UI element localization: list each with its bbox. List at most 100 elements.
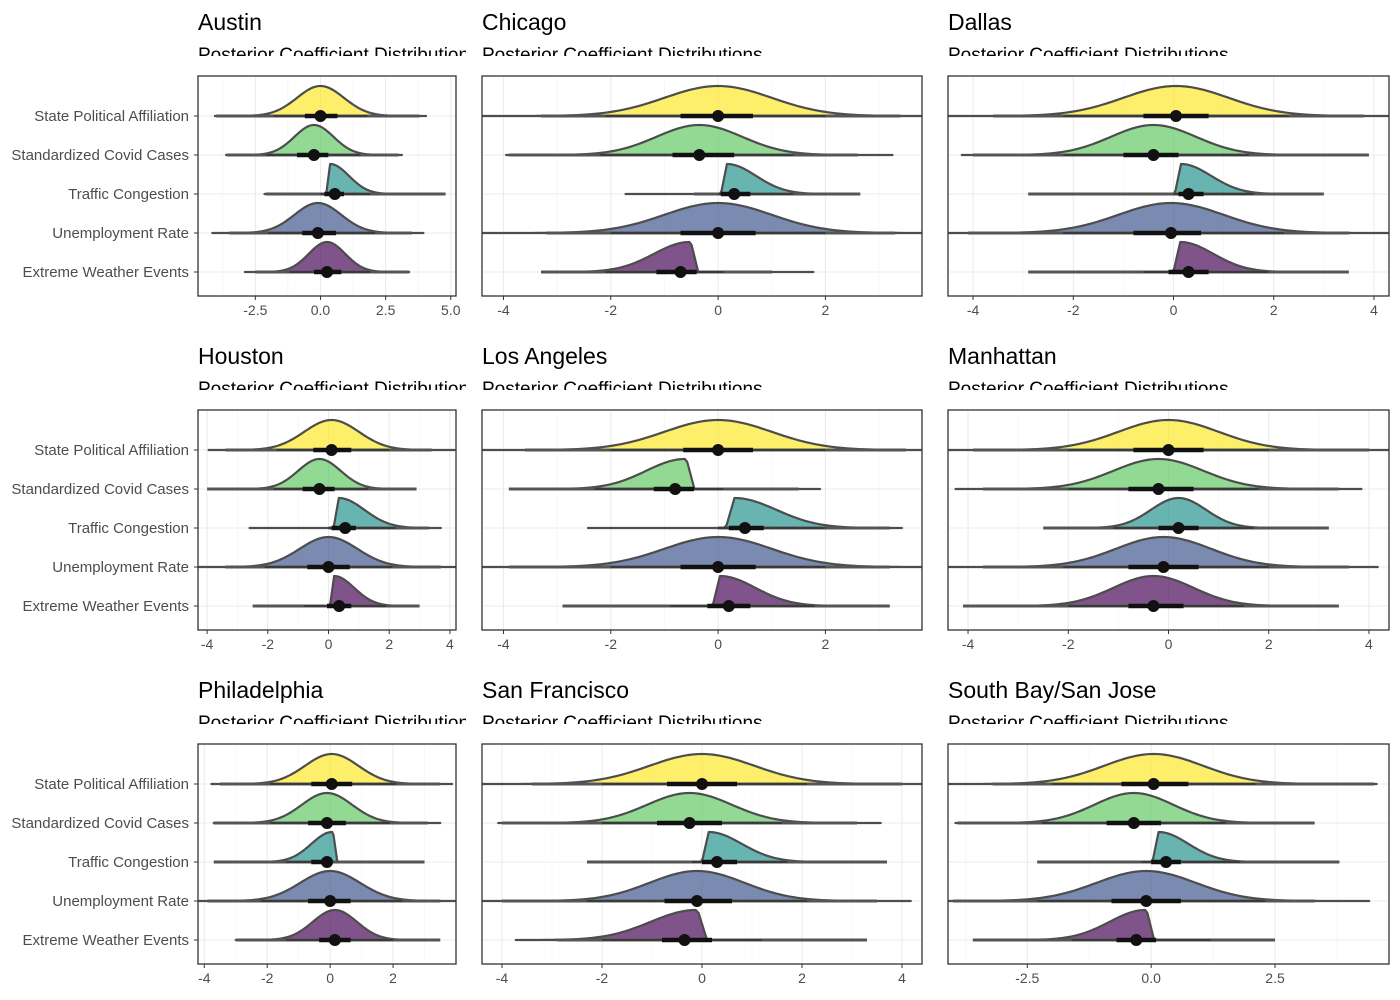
- x-tick-label: -2.5: [1015, 970, 1039, 986]
- y-tick-label: State Political Affiliation: [34, 776, 189, 793]
- x-tick-label: 2.5: [376, 302, 396, 318]
- x-tick-label: 2: [822, 636, 830, 652]
- x-tick-label: 4: [898, 970, 906, 986]
- series-standardized-covid-cases: [224, 123, 404, 161]
- panel-border: [197, 409, 457, 631]
- median-point: [693, 149, 706, 161]
- x-tick-label: -4: [497, 302, 510, 318]
- series-extreme-weather-events: [541, 240, 815, 278]
- series-unemployment-rate: [948, 869, 1371, 907]
- median-point: [678, 934, 691, 946]
- median-point: [712, 561, 725, 573]
- series-traffic-congestion: [1028, 162, 1324, 200]
- panel-title: Philadelphia: [198, 677, 324, 703]
- x-tick-label: 0: [326, 970, 334, 986]
- series-traffic-congestion: [1037, 830, 1340, 868]
- x-tick-label: -4: [962, 636, 975, 652]
- series-traffic-congestion: [1043, 496, 1329, 534]
- panel-subtitle: Posterior Coefficient Distributions: [948, 45, 1229, 66]
- median-point: [1162, 444, 1175, 456]
- x-tick-label: -2: [605, 302, 618, 318]
- x-tick-label: -4: [967, 302, 980, 318]
- median-point: [738, 522, 751, 534]
- x-tick-label: 2: [385, 636, 393, 652]
- x-tick-label: 5.0: [441, 302, 461, 318]
- x-tick-label: -2: [596, 970, 609, 986]
- series-state-political-affiliation: [948, 418, 1389, 456]
- median-point: [339, 522, 352, 534]
- panel-border: [947, 743, 1390, 965]
- series-unemployment-rate: [198, 535, 456, 573]
- median-point: [1160, 856, 1173, 868]
- panel-border: [481, 75, 923, 297]
- median-point: [328, 188, 341, 200]
- median-point: [1152, 483, 1165, 495]
- median-point: [313, 483, 326, 495]
- series-standardized-covid-cases: [954, 457, 1363, 495]
- x-tick-label: 2: [1270, 302, 1278, 318]
- x-tick-label: -2: [1062, 636, 1075, 652]
- series-traffic-congestion: [213, 830, 425, 868]
- median-point: [321, 817, 333, 829]
- x-tick-label: 0.0: [311, 302, 331, 318]
- panel-title: Manhattan: [948, 343, 1057, 369]
- y-tick-label: Unemployment Rate: [52, 225, 189, 242]
- x-tick-label: 2: [1265, 636, 1273, 652]
- series-unemployment-rate: [948, 201, 1389, 239]
- panel-los-angeles: Los Angeles Posterior Coefficient Distrib…: [481, 343, 923, 652]
- median-point: [1140, 895, 1153, 907]
- y-tick-label: Standardized Covid Cases: [11, 147, 189, 164]
- x-tick-label: -2: [262, 636, 275, 652]
- median-point: [1170, 110, 1183, 122]
- median-point: [1130, 934, 1143, 946]
- x-tick-label: 0: [1165, 636, 1173, 652]
- median-point: [712, 227, 725, 239]
- series-traffic-congestion: [587, 830, 887, 868]
- panel-subtitle: Posterior Coefficient Distributions: [198, 45, 479, 66]
- series-extreme-weather-events: [234, 908, 441, 946]
- median-point: [674, 266, 687, 278]
- x-tick-label: 2: [798, 970, 806, 986]
- median-point: [711, 856, 723, 868]
- median-point: [1147, 149, 1160, 161]
- panel-subtitle: Posterior Coefficient Distributions: [482, 713, 763, 734]
- y-tick-label: Standardized Covid Cases: [11, 481, 189, 498]
- series-unemployment-rate: [198, 869, 456, 907]
- median-point: [322, 561, 335, 573]
- x-tick-label: -2: [261, 970, 274, 986]
- x-tick-label: 2: [822, 302, 830, 318]
- y-tick-label: State Political Affiliation: [34, 108, 189, 125]
- panel-border: [197, 743, 457, 965]
- series-state-political-affiliation: [210, 752, 454, 790]
- median-point: [722, 600, 735, 612]
- x-tick-label: -2.5: [243, 302, 267, 318]
- median-point: [325, 778, 338, 790]
- series-unemployment-rate: [482, 535, 922, 573]
- panel-subtitle: Posterior Coefficient Distributions: [482, 45, 763, 66]
- y-tick-label: Extreme Weather Events: [23, 932, 189, 949]
- x-tick-label: 4: [1370, 302, 1378, 318]
- panel-south-bay-san-jose: South Bay/San Jose Posterior Coefficient …: [947, 677, 1390, 986]
- median-point: [728, 188, 741, 200]
- series-standardized-covid-cases: [212, 791, 442, 829]
- median-point: [321, 266, 333, 278]
- median-point: [1172, 522, 1185, 534]
- median-point: [325, 444, 338, 456]
- median-point: [328, 934, 341, 946]
- y-tick-label: Standardized Covid Cases: [11, 815, 189, 832]
- panel-subtitle: Posterior Coefficient Distributions: [198, 379, 479, 400]
- panel-manhattan: Manhattan Posterior Coefficient Distribut…: [947, 343, 1390, 652]
- panel-chicago: Chicago Posterior Coefficient Distributio…: [481, 9, 923, 318]
- panel-title: Chicago: [482, 9, 566, 35]
- panel-san-francisco: San Francisco Posterior Coefficient Distr…: [481, 677, 923, 986]
- series-extreme-weather-events: [963, 574, 1339, 612]
- y-tick-label: Traffic Congestion: [68, 854, 189, 871]
- x-tick-label: 4: [446, 636, 454, 652]
- x-tick-label: 2.5: [1265, 970, 1285, 986]
- median-point: [311, 227, 324, 239]
- median-point: [307, 149, 320, 161]
- series-traffic-congestion: [586, 496, 903, 534]
- x-tick-label: -4: [496, 970, 509, 986]
- x-tick-label: -2: [605, 636, 618, 652]
